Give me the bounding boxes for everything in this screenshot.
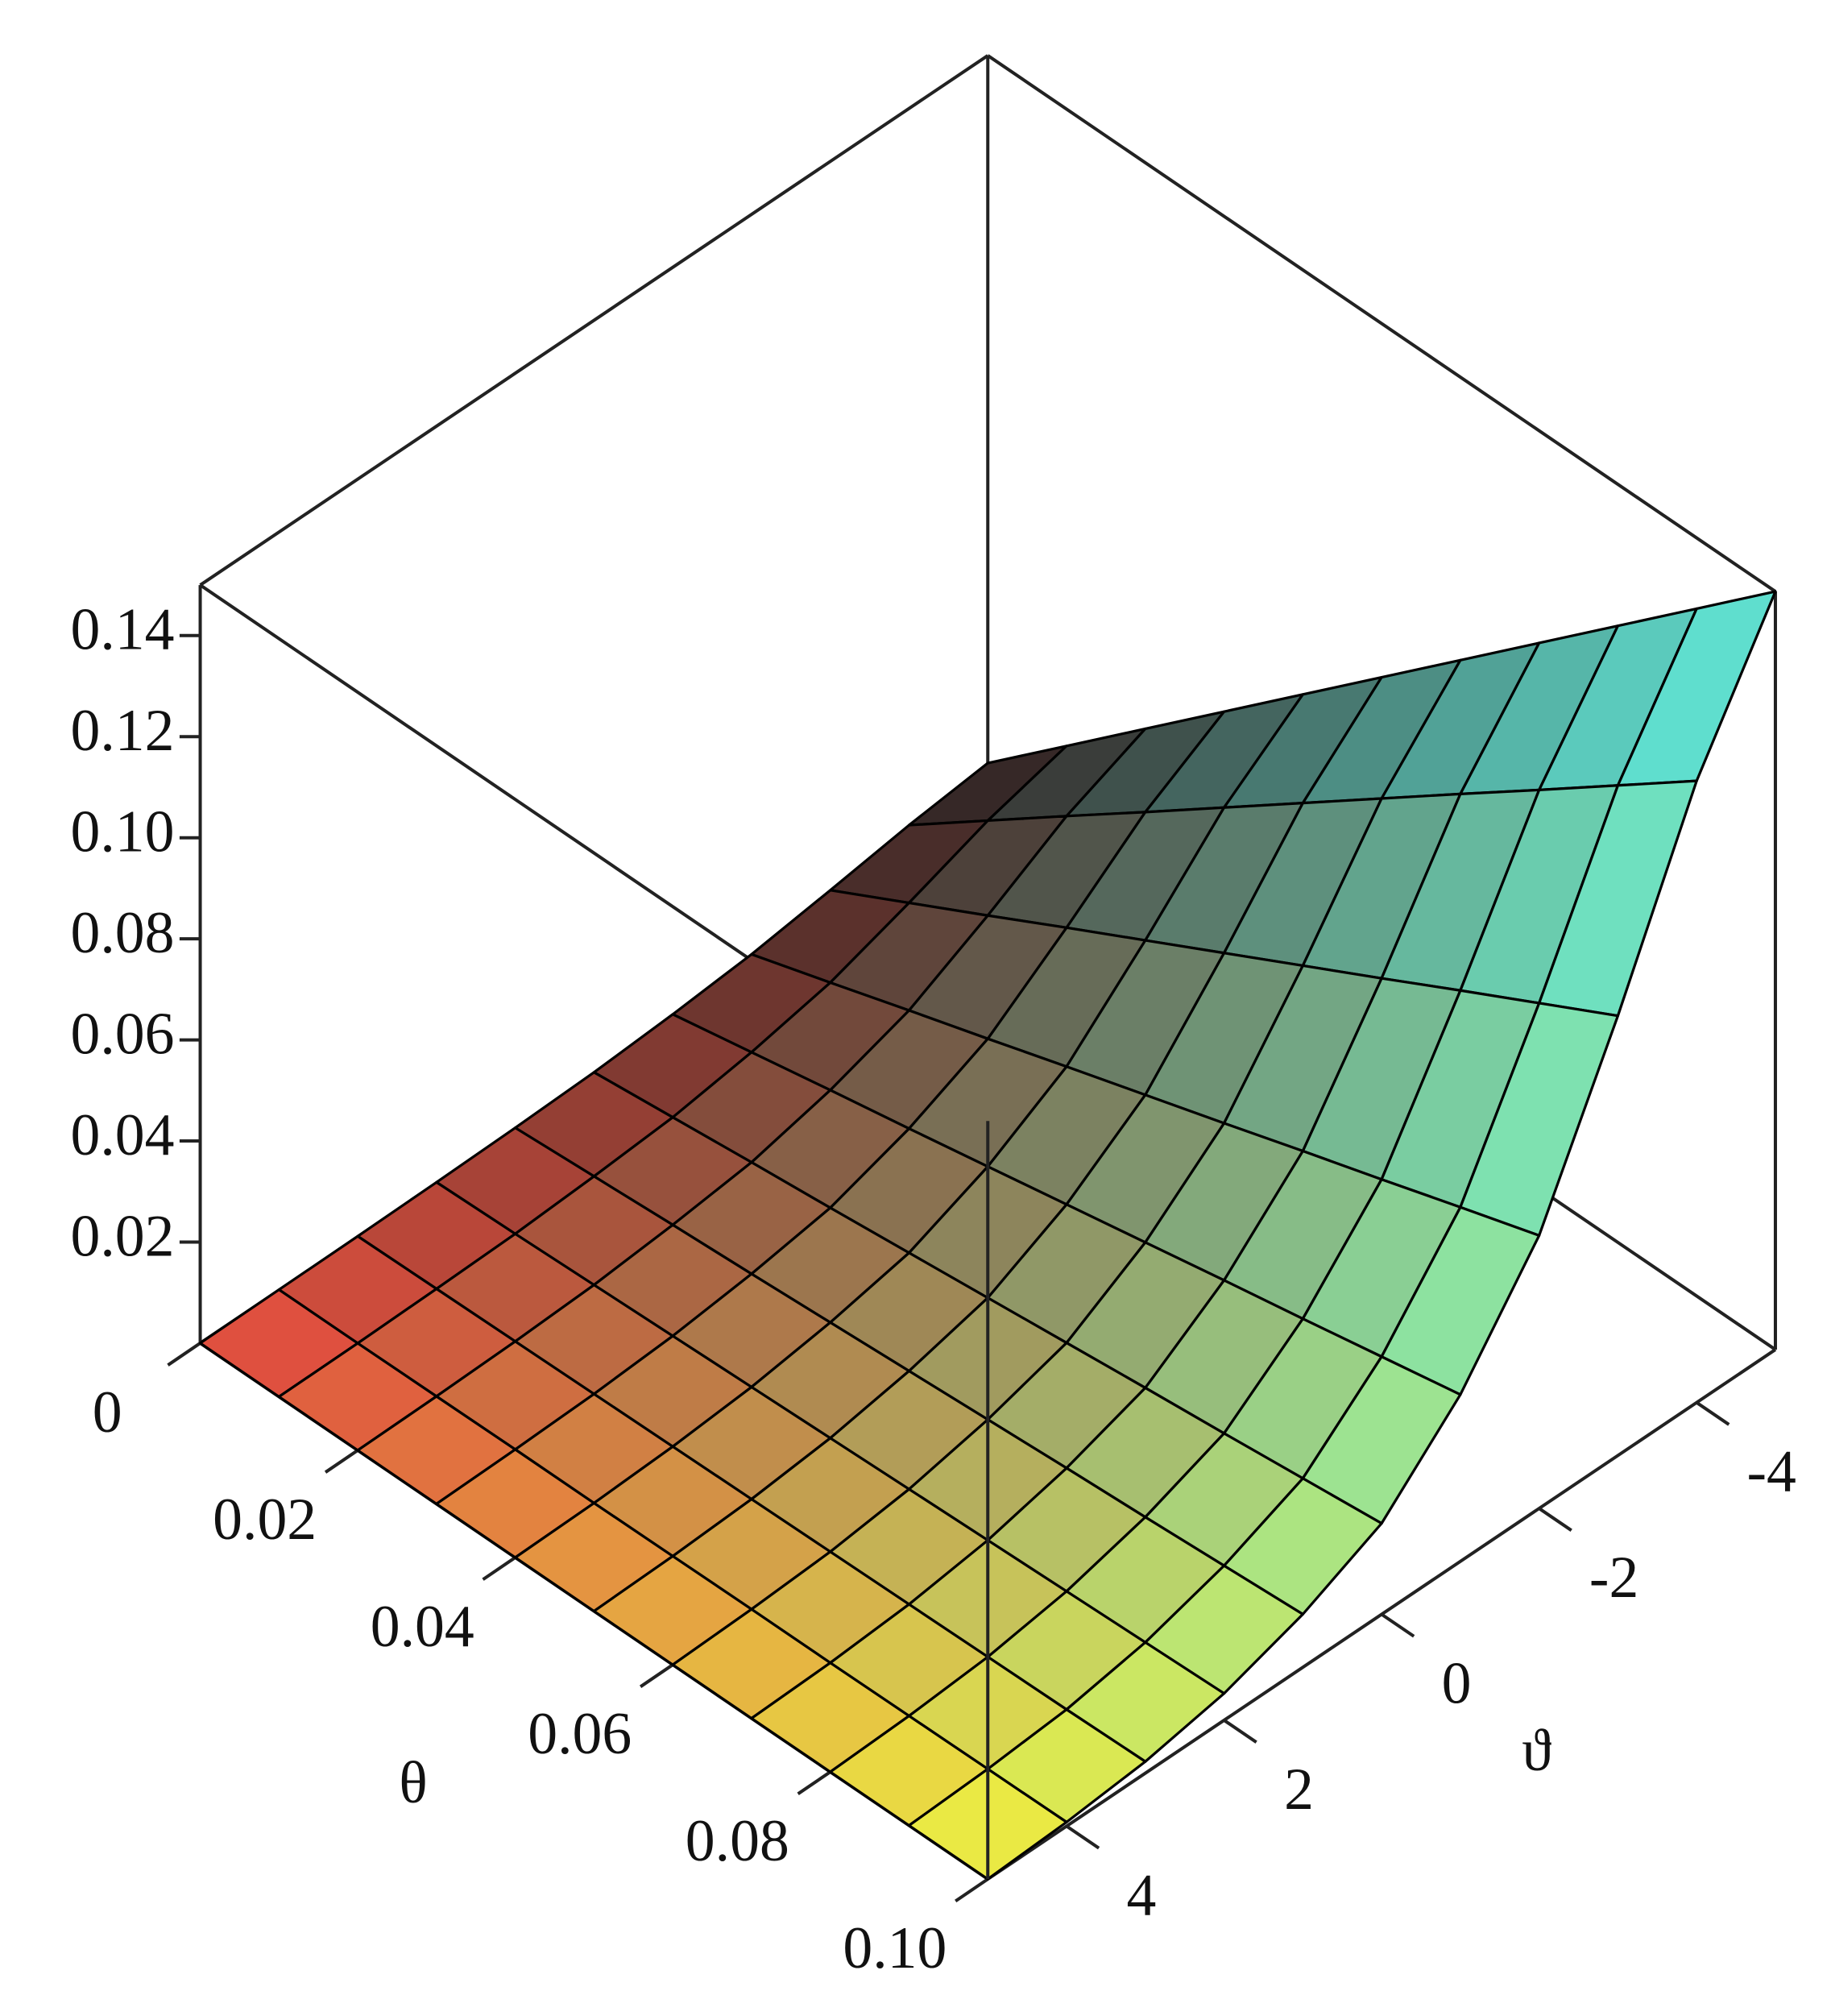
z-tick-label: 0.14 bbox=[70, 596, 174, 662]
y-tick-label: 0 bbox=[1442, 1649, 1472, 1715]
y-tick bbox=[1380, 1612, 1415, 1638]
z-tick-label: 0.02 bbox=[70, 1202, 174, 1268]
z-tick-label: 0.04 bbox=[70, 1101, 174, 1168]
x-tick-label: 0.10 bbox=[843, 1914, 947, 1981]
x-axis-label: θ bbox=[399, 1749, 427, 1815]
box-edge bbox=[199, 54, 989, 587]
y-tick bbox=[1696, 1401, 1730, 1426]
y-tick bbox=[1223, 1719, 1257, 1744]
z-tick-label: 0.06 bbox=[70, 1001, 174, 1067]
x-tick-label: 0.06 bbox=[528, 1700, 632, 1766]
x-tick-label: 0 bbox=[93, 1379, 122, 1445]
z-tick-label: 0.10 bbox=[70, 799, 174, 865]
x-tick-label: 0.04 bbox=[371, 1593, 474, 1659]
y-tick-label: -2 bbox=[1589, 1544, 1638, 1610]
x-tick bbox=[797, 1770, 831, 1795]
box-edge bbox=[987, 54, 1777, 593]
y-tick bbox=[1065, 1824, 1100, 1850]
x-tick-label: 0.02 bbox=[213, 1486, 317, 1552]
z-tick-label: 0.12 bbox=[70, 697, 174, 763]
x-tick bbox=[167, 1342, 201, 1367]
y-tick bbox=[1538, 1507, 1572, 1532]
z-tick-label: 0.08 bbox=[70, 899, 174, 965]
x-tick bbox=[324, 1449, 359, 1474]
y-tick-label: 4 bbox=[1127, 1861, 1157, 1927]
x-tick-label: 0.08 bbox=[686, 1807, 789, 1873]
y-axis-label: ϑ bbox=[1522, 1717, 1551, 1783]
x-tick bbox=[482, 1556, 516, 1581]
y-tick-label: -4 bbox=[1746, 1438, 1796, 1504]
x-tick bbox=[639, 1663, 674, 1688]
y-tick-label: 2 bbox=[1284, 1756, 1314, 1822]
x-tick bbox=[955, 1877, 989, 1903]
